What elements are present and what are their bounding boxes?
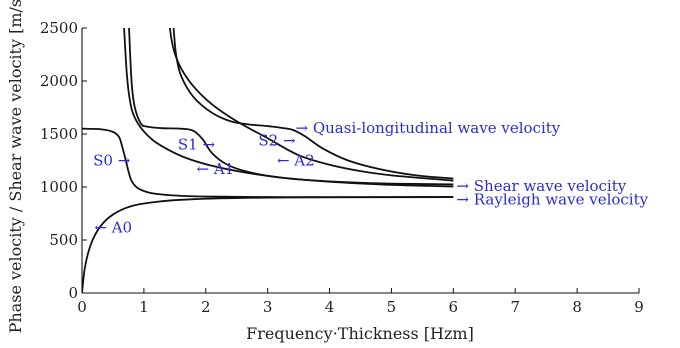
y-ticks: 0 500 1000 1500 2000 2500 (40, 19, 87, 302)
axes (81, 28, 639, 294)
shear-wave-label: → Shear wave velocity (456, 177, 626, 195)
x-tick-label: 3 (263, 298, 273, 316)
x-tick-label: 6 (449, 298, 459, 316)
x-axis-label: Frequency·Thickness [Hzm] (246, 324, 474, 343)
y-tick-label: 2000 (40, 72, 78, 90)
curve-s2 (172, 28, 454, 180)
x-tick-label: 4 (325, 298, 335, 316)
x-tick-label: 7 (510, 298, 520, 316)
y-tick-label: 1000 (40, 178, 78, 196)
annotations: ← A0 S0 → S1 → ← A1 S2 → ← A2 → Quasi-longitud… (93, 119, 649, 236)
rayleigh-wave-label: → Rayleigh wave velocity (456, 191, 648, 209)
x-tick-label: 2 (201, 298, 211, 316)
quasi-longitudinal-label: → Quasi-longitudinal wave velocity (296, 119, 561, 137)
curve-s0 (82, 127, 454, 199)
x-tick-label: 0 (77, 298, 87, 316)
a0-label: ← A0 (94, 218, 132, 236)
x-ticks: 0 1 2 3 4 5 6 7 8 9 (77, 288, 644, 316)
s1-label: S1 → (178, 136, 216, 154)
s2-label: S2 → (258, 131, 296, 149)
curve-a0 (82, 196, 454, 293)
y-axis-label: Phase velocity / Shear wave velocity [m/… (6, 0, 25, 333)
a2-label: ← A2 (277, 152, 315, 170)
s0-label: S0 → (93, 152, 131, 170)
x-tick-label: 5 (387, 298, 397, 316)
curve-s1 (128, 28, 454, 186)
x-tick-label: 1 (139, 298, 149, 316)
y-tick-label: 500 (49, 231, 78, 249)
curve-a2 (168, 28, 454, 182)
a1-label: ← A1 (196, 160, 234, 178)
x-tick-label: 8 (572, 298, 582, 316)
x-tick-label: 9 (634, 298, 644, 316)
y-tick-label: 1500 (40, 125, 78, 143)
y-tick-label: 2500 (40, 19, 78, 37)
dispersion-curves (82, 28, 454, 293)
y-tick-label: 0 (68, 284, 78, 302)
